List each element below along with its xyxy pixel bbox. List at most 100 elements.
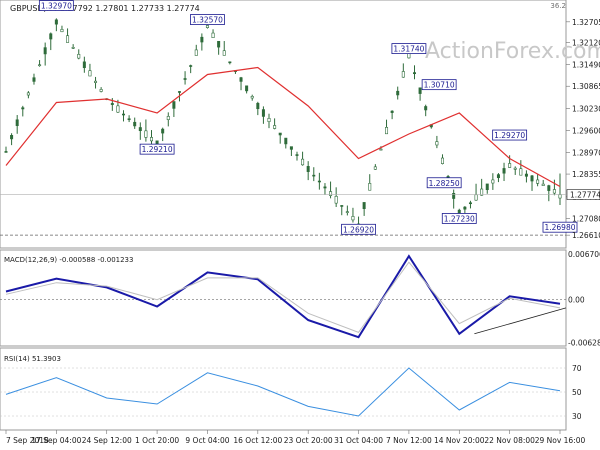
candle-body	[401, 71, 405, 78]
price-annotation: 1.29210	[139, 143, 175, 155]
price-ytick-label: 1.29600	[572, 127, 600, 136]
candle-body	[194, 49, 198, 56]
xtick-label: 31 Oct 04:00	[334, 436, 383, 445]
xtick-label: 24 Sep 12:00	[82, 436, 132, 445]
candle-body	[66, 35, 70, 43]
candle-body	[267, 118, 271, 122]
macd-trendline	[474, 307, 567, 335]
candle-body	[558, 194, 562, 199]
annotation-label: 1.30710	[424, 81, 455, 90]
moving-average-line	[5, 66, 561, 188]
candle-body	[43, 47, 47, 55]
xtick-label: 23 Oct 20:00	[284, 436, 333, 445]
price-annotation: 1.32570	[190, 14, 225, 25]
price-ytick-label: 1.28355	[572, 170, 600, 179]
annotation-label: 1.31740	[393, 45, 424, 54]
candle-body	[463, 206, 467, 210]
candle-body	[183, 78, 187, 80]
xtick-label: 7 Sep 2018	[6, 436, 49, 445]
candle-body	[474, 194, 478, 201]
xtick-label: 9 Oct 04:00	[185, 436, 229, 445]
candle-body	[312, 174, 316, 177]
price-ytick-label: 1.30865	[572, 82, 600, 91]
macd-title: MACD(12,26,9) -0.000588 -0.001233	[4, 256, 133, 264]
candle-body	[32, 77, 36, 82]
annotation-box	[542, 221, 578, 233]
price-ytick-label: 1.32120	[572, 38, 600, 47]
candle-body	[261, 109, 265, 117]
symbol-header: GBPUSD,H4 1.27792 1.27801 1.27733 1.2777…	[10, 4, 200, 13]
candle-body	[205, 25, 209, 28]
candle-body	[94, 80, 98, 83]
price-annotation: 1.28250	[426, 177, 462, 189]
annotation-box	[139, 143, 175, 155]
price-ytick-label: 1.31490	[572, 60, 600, 69]
price-annotation: 1.29270	[492, 129, 528, 141]
candle-body	[166, 116, 170, 120]
candle-body	[127, 118, 131, 121]
price-annotation: 1.26920	[341, 223, 376, 235]
candle-body	[502, 168, 506, 174]
rsi-ytick-label: 50	[572, 388, 582, 397]
candle-body	[413, 72, 417, 75]
candle-body	[373, 166, 377, 170]
xtick-label: 22 Nov 08:00	[484, 436, 535, 445]
xtick-label: 29 Nov 16:00	[535, 436, 586, 445]
candle-body	[116, 105, 120, 113]
candle-body	[530, 175, 534, 182]
xtick-label: 16 Oct 12:00	[233, 436, 282, 445]
candle-body	[278, 132, 282, 136]
candle-body	[345, 211, 349, 213]
candle-body	[536, 179, 540, 184]
annotation-box	[341, 223, 376, 235]
price-annotation: 1.32970	[38, 0, 74, 11]
rsi-title: RSI(14) 51.3903	[4, 355, 61, 363]
candle-body	[508, 163, 512, 168]
candle-body	[82, 61, 86, 69]
candle-body	[10, 135, 14, 140]
candle-body	[390, 110, 394, 113]
candle-body	[435, 141, 439, 146]
candle-body	[177, 91, 181, 93]
candle-body	[317, 180, 321, 183]
candle-body	[295, 154, 299, 156]
candle-body	[60, 29, 64, 33]
candle-body	[273, 125, 277, 129]
candle-body	[161, 128, 165, 134]
candle-body	[228, 61, 232, 64]
candle-body	[26, 92, 30, 96]
annotation-box	[391, 43, 427, 54]
candle-body	[547, 185, 551, 191]
rsi-line	[5, 367, 561, 417]
candle-body	[245, 85, 249, 92]
candle-body	[211, 32, 215, 38]
price-ytick-label: 1.30230	[572, 104, 600, 113]
candle-body	[284, 137, 288, 145]
rsi-ytick-label: 30	[572, 412, 582, 421]
candle-body	[334, 195, 338, 204]
annotation-box	[190, 14, 225, 25]
annotation-box	[441, 213, 477, 224]
candle-body	[452, 193, 456, 199]
candle-body	[424, 106, 428, 111]
candle-body	[491, 179, 495, 184]
annotation-label: 1.26980	[544, 223, 575, 232]
candle-body	[133, 121, 137, 127]
price-annotation: 1.26980	[542, 221, 578, 233]
candle-body	[306, 166, 310, 172]
candle-body	[222, 50, 226, 56]
candle-body	[77, 54, 81, 59]
rsi-panel	[0, 347, 567, 431]
xtick-label: 17 Sep 04:00	[31, 436, 81, 445]
candle-body	[21, 107, 25, 110]
candle-body	[440, 157, 444, 164]
candle-body	[122, 113, 126, 116]
rsi-ytick-label: 70	[572, 364, 582, 373]
candle-body	[256, 102, 260, 110]
macd-signal-line	[5, 261, 561, 334]
macd-ytick-label: 0.00	[568, 296, 585, 305]
candle-body	[99, 89, 103, 92]
candle-body	[323, 186, 327, 189]
price-ytick-label: 1.27080	[572, 215, 600, 224]
xtick-label: 7 Nov 12:00	[386, 436, 432, 445]
